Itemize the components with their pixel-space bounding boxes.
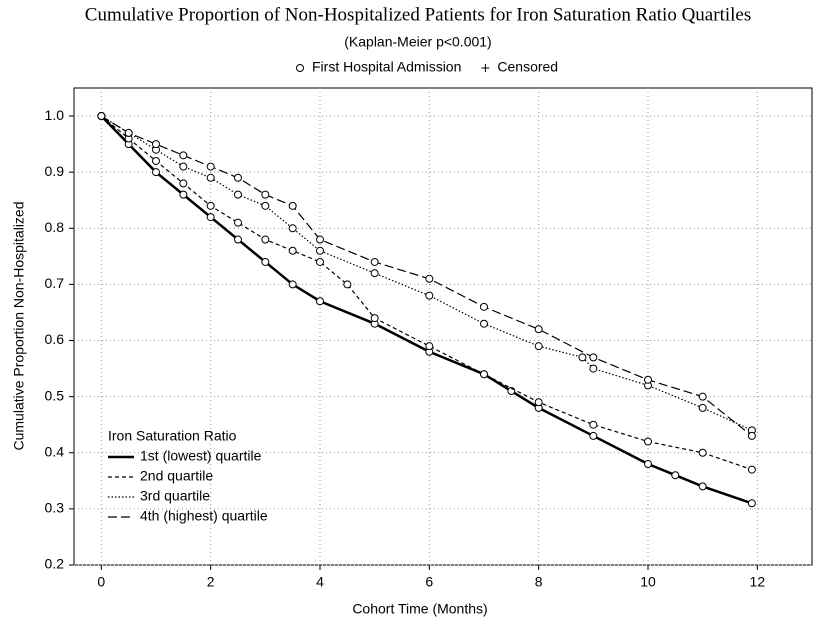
y-axis-label: Cumulative Proportion Non-Hospitalized (11, 201, 27, 450)
y-tick-label: 0.2 (45, 556, 65, 572)
event-marker (261, 190, 270, 199)
event-marker (152, 168, 160, 177)
event-marker (261, 201, 270, 210)
y-tick-label: 0.8 (45, 219, 65, 235)
event-marker (316, 235, 324, 244)
event-marker (589, 364, 598, 373)
event-marker (747, 465, 756, 474)
event-marker (179, 151, 188, 160)
event-marker (534, 325, 543, 334)
event-marker (206, 173, 215, 182)
y-tick-label: 0.5 (45, 387, 65, 403)
event-marker (644, 375, 652, 384)
event-marker (534, 342, 543, 351)
event-marker (288, 224, 297, 233)
y-tick-label: 0.4 (45, 443, 65, 459)
event-marker (179, 162, 188, 171)
event-marker (152, 140, 160, 149)
event-marker (671, 471, 680, 480)
event-marker (261, 235, 270, 244)
legend-label: 2nd quartile (140, 468, 213, 484)
event-marker (206, 162, 215, 171)
legend-label: 3rd quartile (140, 488, 210, 504)
event-marker (747, 499, 756, 508)
event-marker (589, 353, 598, 362)
event-marker (288, 201, 297, 210)
event-marker (480, 370, 488, 379)
event-marker (480, 302, 488, 311)
event-marker (644, 459, 652, 468)
x-tick-label: 12 (750, 574, 766, 590)
legend-title: Iron Saturation Ratio (108, 428, 237, 444)
event-marker (316, 257, 324, 266)
event-marker (261, 257, 270, 266)
y-tick-label: 0.9 (45, 163, 65, 179)
event-marker (370, 269, 379, 278)
event-marker (698, 482, 707, 491)
x-tick-label: 0 (97, 574, 105, 590)
legend-symbol (296, 64, 304, 72)
event-marker (578, 353, 587, 362)
event-marker (97, 112, 106, 121)
event-marker (480, 319, 488, 328)
y-tick-label: 1.0 (45, 107, 65, 123)
event-marker (288, 246, 297, 255)
event-marker (747, 431, 756, 440)
event-marker (234, 218, 242, 227)
event-marker (316, 246, 324, 255)
series-line (101, 115, 753, 431)
event-marker (425, 342, 434, 351)
event-marker (179, 179, 188, 188)
event-marker (234, 235, 242, 244)
x-tick-label: 2 (207, 574, 215, 590)
x-axis-label: Cohort Time (Months) (352, 601, 487, 617)
y-tick-label: 0.3 (45, 500, 65, 516)
x-tick-label: 4 (316, 574, 324, 590)
x-tick-label: 8 (535, 574, 543, 590)
x-tick-label: 10 (640, 574, 656, 590)
legend-label: 1st (lowest) quartile (140, 448, 262, 464)
event-marker (179, 190, 188, 199)
event-marker (698, 448, 707, 457)
event-marker (534, 398, 543, 407)
event-marker (370, 257, 379, 266)
legend-label: Censored (497, 59, 558, 75)
event-marker (698, 392, 707, 401)
event-marker (234, 190, 242, 199)
event-marker (206, 213, 215, 222)
legend-label: 4th (highest) quartile (140, 508, 268, 524)
event-marker (288, 280, 297, 289)
series-line (100, 115, 753, 505)
legend-label: First Hospital Admission (312, 59, 461, 75)
event-marker (425, 291, 434, 300)
event-marker (589, 431, 598, 440)
event-marker (152, 156, 160, 165)
x-tick-label: 6 (425, 574, 433, 590)
event-marker (698, 403, 707, 412)
series-line (100, 115, 753, 471)
event-marker (343, 280, 352, 289)
event-marker (234, 173, 242, 182)
chart-subtitle: (Kaplan-Meier p<0.001) (344, 34, 491, 50)
event-marker (425, 274, 434, 283)
event-marker (124, 128, 133, 137)
y-tick-label: 0.7 (45, 275, 65, 291)
event-marker (589, 420, 598, 429)
event-marker (644, 437, 652, 446)
y-tick-label: 0.6 (45, 331, 65, 347)
event-marker (206, 201, 215, 210)
chart-title: Cumulative Proportion of Non-Hospitalize… (85, 4, 751, 25)
event-marker (316, 297, 324, 306)
event-marker (370, 314, 379, 323)
